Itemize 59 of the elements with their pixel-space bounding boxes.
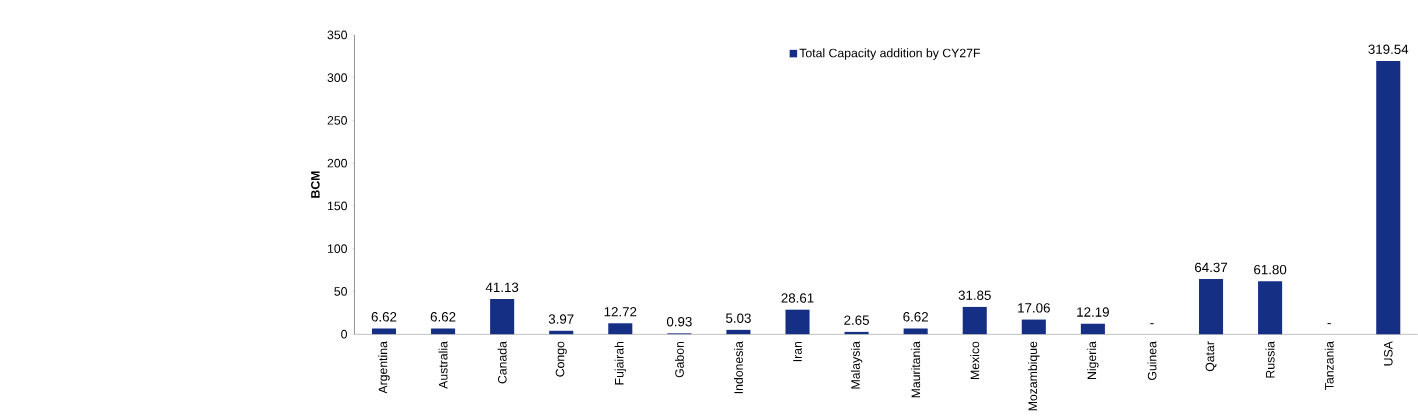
bar [431, 328, 456, 335]
bar [608, 323, 633, 335]
data-label: 61.80 [1254, 265, 1287, 275]
x-tick-label: Qatar [1205, 341, 1217, 372]
bar [1376, 61, 1401, 335]
bar [1080, 323, 1105, 335]
data-label: 6.62 [371, 312, 397, 322]
x-tick-label: Congo [555, 341, 567, 377]
data-label: 17.06 [1018, 303, 1050, 313]
data-label: 31.85 [958, 290, 991, 301]
data-label: 2.65 [844, 315, 869, 326]
y-tick-label: 200 [327, 159, 347, 168]
data-label: 41.13 [485, 282, 519, 293]
y-tick-label: 350 [327, 30, 347, 40]
legend-label: Total Capacity addition by CY27F [799, 48, 980, 60]
bar [1021, 319, 1046, 335]
x-tick-label: Guinea [1147, 341, 1157, 381]
x-tick-label: Iran [793, 342, 802, 362]
x-tick-label: Mauritania [911, 341, 921, 398]
x-tick-label: Indonesia [733, 341, 743, 394]
data-label: 3.97 [548, 314, 574, 324]
data-label: - [1150, 323, 1154, 325]
x-tick-label: Australia [438, 341, 448, 389]
x-tick-label: Mozambique [1028, 341, 1040, 411]
y-tick-label: 300 [327, 73, 347, 83]
x-tick-label: Russia [1265, 341, 1275, 378]
y-tick-label: 150 [327, 201, 347, 211]
x-tick-label: Tanzania [1324, 341, 1334, 391]
x-tick-label: Mexico [970, 341, 980, 380]
bar [371, 328, 397, 335]
x-tick-label: Malaysia [850, 341, 863, 389]
data-label: 5.03 [726, 313, 751, 324]
y-tick-label: 0 [341, 330, 347, 339]
y-tick-label: 100 [327, 244, 347, 254]
bar [785, 309, 810, 335]
x-tick-label: Gabon [674, 342, 684, 378]
y-axis-title: BCM [311, 171, 320, 198]
x-tick-label: Canada [497, 341, 507, 384]
bar [1199, 279, 1224, 335]
x-tick-label: Fujairah [614, 342, 626, 385]
bar [726, 330, 751, 335]
data-label: 0.93 [666, 317, 692, 327]
x-tick-label: Argentina [378, 341, 390, 394]
data-label: 6.62 [903, 312, 928, 322]
data-label: - [1327, 323, 1331, 325]
y-tick-label: 250 [327, 116, 347, 125]
data-label: 28.61 [781, 293, 814, 303]
bar [903, 328, 928, 335]
x-tick-label: Nigeria [1087, 341, 1099, 380]
data-label: 319.54 [1368, 44, 1409, 55]
x-tick-label: USA [1383, 341, 1393, 366]
bar [490, 299, 515, 335]
bar [1258, 281, 1283, 335]
data-label: 6.62 [430, 312, 456, 322]
data-label: 12.72 [604, 307, 637, 317]
data-label: 12.19 [1077, 307, 1109, 317]
data-label: 64.37 [1195, 262, 1228, 273]
bar [962, 307, 987, 335]
y-tick-label: 50 [334, 287, 347, 296]
